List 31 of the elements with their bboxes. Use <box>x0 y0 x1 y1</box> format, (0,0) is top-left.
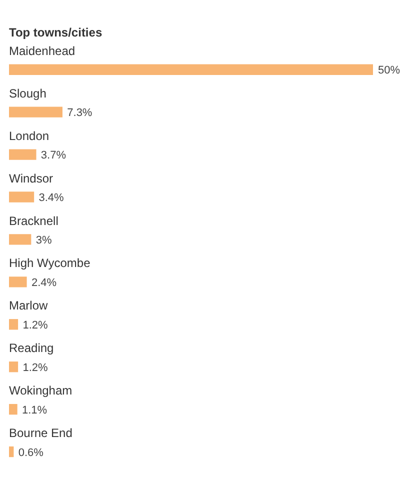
data-label: 1.2% <box>22 319 48 332</box>
data-label: 50% <box>378 64 400 77</box>
bar <box>9 319 18 330</box>
data-label: 1.1% <box>22 404 48 416</box>
bar <box>9 446 14 458</box>
y-tick-label: Bourne End <box>9 426 72 440</box>
y-tick-label: Reading <box>9 341 54 356</box>
bar <box>9 276 27 288</box>
y-tick-label: Bracknell <box>9 214 58 228</box>
bar <box>9 149 36 160</box>
data-label: 3.4% <box>38 192 64 204</box>
data-label: 7.3% <box>67 107 92 120</box>
bar <box>9 362 18 372</box>
bar <box>9 64 373 75</box>
data-label: 1.2% <box>22 362 48 374</box>
bar <box>9 234 32 245</box>
y-tick-label: Wokingham <box>9 384 72 398</box>
data-label: 0.6% <box>18 446 44 459</box>
y-tick-label: London <box>9 128 50 143</box>
y-tick-label: Slough <box>9 86 46 100</box>
data-label: 2.4% <box>31 276 57 289</box>
y-tick-label: Windsor <box>9 171 54 186</box>
bar <box>9 192 34 202</box>
y-tick-label: Marlow <box>9 298 48 313</box>
data-label: 3.7% <box>40 150 66 162</box>
bar <box>9 106 62 118</box>
y-tick-label: Maidenhead <box>9 44 76 58</box>
y-tick-label: High Wycombe <box>9 256 91 270</box>
data-label: 3% <box>36 234 52 246</box>
chart-title: Top towns/cities <box>9 26 102 40</box>
bar <box>9 404 18 415</box>
